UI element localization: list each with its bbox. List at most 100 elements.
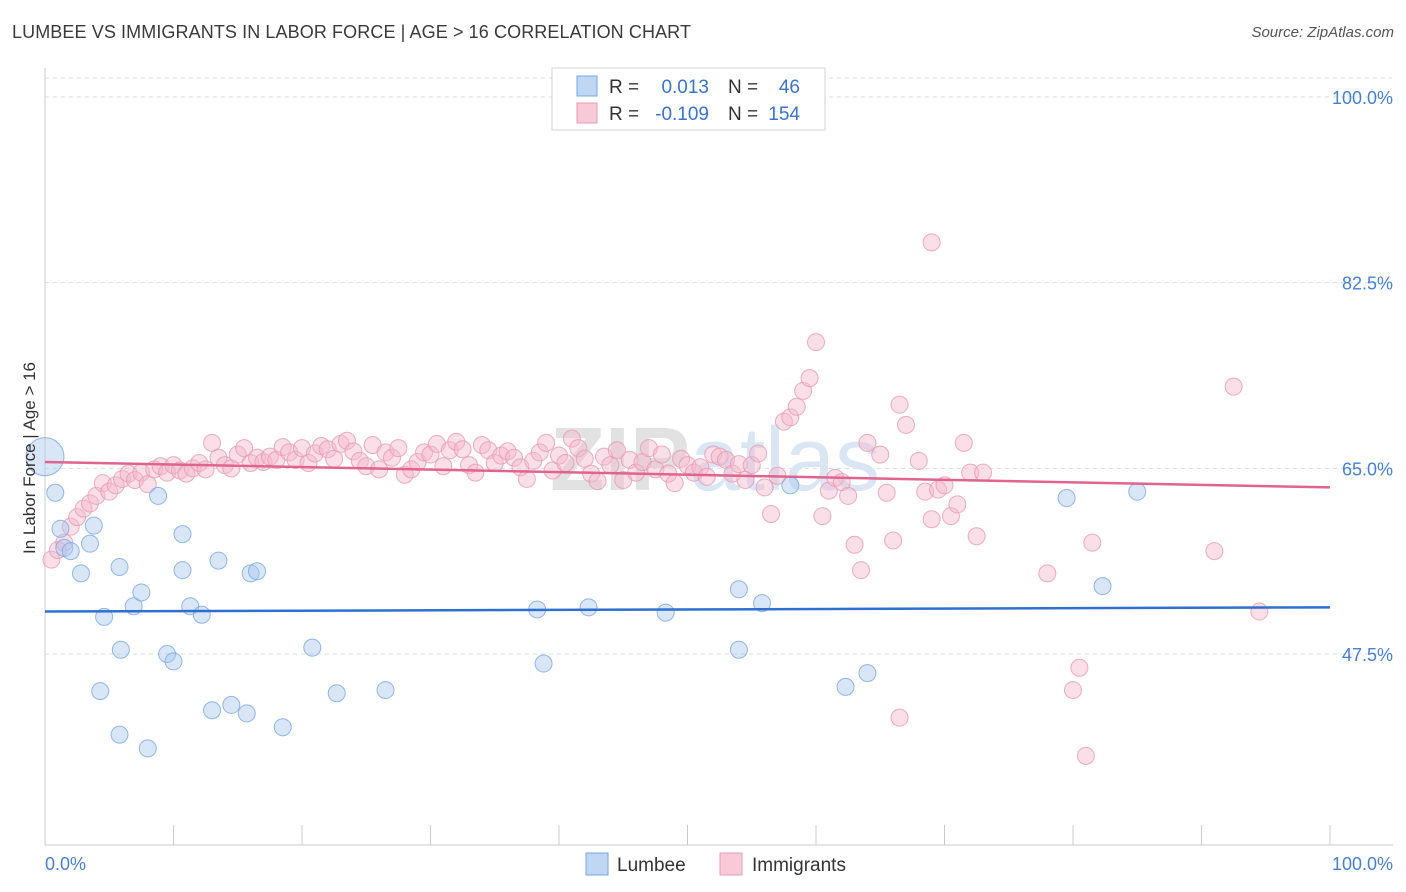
immigrants-point-102 <box>697 467 716 486</box>
immigrants-point-107 <box>729 455 748 474</box>
legend-swatch-immigrants <box>576 102 598 124</box>
immigrants-point-23 <box>190 454 209 473</box>
bottom-legend-label-immigrants: Immigrants <box>752 855 846 876</box>
immigrants-point-129 <box>877 483 896 502</box>
immigrants-point-138 <box>941 507 960 526</box>
immigrants-point-1 <box>48 541 67 560</box>
immigrants-point-118 <box>800 369 819 388</box>
immigrants-point-71 <box>498 442 517 461</box>
bottom-legend-label-lumbee: Lumbee <box>617 855 686 876</box>
immigrants-point-58 <box>415 443 434 462</box>
immigrants-point-63 <box>447 432 466 451</box>
immigrants-point-148 <box>922 233 941 252</box>
lumbee-point-34 <box>729 580 748 599</box>
lumbee-point-45 <box>138 739 157 758</box>
immigrants-point-125 <box>845 535 864 554</box>
legend-n-value-0: 46 <box>779 77 800 98</box>
legend-n-label-0: N = <box>728 77 758 98</box>
lumbee-point-44 <box>110 725 129 744</box>
lumbee-point-26 <box>273 718 292 737</box>
immigrants-point-77 <box>537 433 556 452</box>
lumbee-point-17 <box>173 525 192 544</box>
axes <box>44 68 1393 846</box>
lumbee-point-38 <box>836 677 855 696</box>
source-label: Source: ZipAtlas.com <box>1251 24 1394 41</box>
lumbee-point-28 <box>327 684 346 703</box>
immigrants-point-144 <box>1038 564 1057 583</box>
lumbee-point-12 <box>132 583 151 602</box>
lumbee-point-5 <box>71 564 90 583</box>
immigrants-point-112 <box>762 504 781 523</box>
lumbee-point-19 <box>192 605 211 624</box>
lumbee-point-25 <box>248 562 267 581</box>
lumbee-point-29 <box>376 681 395 700</box>
immigrants-point-74 <box>517 469 536 488</box>
lumbee-point-42 <box>1128 482 1147 501</box>
immigrants-point-151 <box>1250 602 1269 621</box>
x-tick-labels: 0.0% 100.0% <box>45 854 1393 874</box>
y-tick-label-2: 82.5% <box>1342 274 1393 294</box>
lumbee-point-39 <box>858 664 877 683</box>
immigrants-point-149 <box>1224 377 1243 396</box>
lumbee-point-36 <box>753 594 772 613</box>
immigrants-point-30 <box>235 439 254 458</box>
lumbee-point-14 <box>158 645 177 663</box>
immigrants-point-15 <box>138 475 157 494</box>
immigrants-point-145 <box>1070 658 1089 677</box>
lumbee-point-27 <box>303 638 322 657</box>
lumbee-point-10 <box>111 640 130 659</box>
lumbee-point-31 <box>534 654 553 673</box>
immigrants-point-83 <box>575 449 594 468</box>
immigrants-point-150 <box>1205 542 1224 561</box>
y-tick-labels: 47.5% 65.0% 82.5% 100.0% <box>1332 88 1393 665</box>
immigrants-point-140 <box>954 433 973 452</box>
immigrants-point-152 <box>890 708 909 727</box>
legend-r-label-1: R = <box>609 104 639 125</box>
watermark: ZIPatlas <box>550 410 880 510</box>
immigrants-point-59 <box>421 445 440 464</box>
immigrants-point-79 <box>550 446 568 465</box>
immigrants-point-146 <box>1076 746 1095 765</box>
lumbee-point-33 <box>656 603 675 622</box>
immigrants-point-80 <box>556 454 575 473</box>
chart-title: LUMBEE VS IMMIGRANTS IN LABOR FORCE | AG… <box>12 22 692 42</box>
immigrants-point-142 <box>967 527 986 546</box>
immigrants-point-88 <box>607 441 626 460</box>
immigrants-point-66 <box>466 463 485 482</box>
bottom-legend-swatch-immigrants <box>719 852 743 876</box>
y-tick-label-1: 65.0% <box>1342 459 1393 479</box>
immigrants-point-61 <box>434 457 453 476</box>
lumbee-point-32 <box>579 598 598 617</box>
immigrants-point-95 <box>652 445 671 464</box>
immigrants-point-153 <box>1064 681 1082 700</box>
lumbee-point-0 <box>25 437 65 477</box>
immigrants-point-131 <box>890 395 909 414</box>
lumbee-point-1 <box>46 483 65 502</box>
immigrants-point-133 <box>909 451 928 470</box>
immigrants-point-135 <box>922 510 941 529</box>
immigrants-point-98 <box>672 449 691 468</box>
immigrants-point-97 <box>665 474 684 493</box>
lumbee-point-43 <box>91 682 110 701</box>
lumbee-trend-line <box>44 606 1331 613</box>
immigrants-trend-line <box>44 460 1331 489</box>
immigrants-point-128 <box>871 445 890 464</box>
immigrants-point-81 <box>562 429 581 448</box>
lumbee-point-21 <box>209 551 228 570</box>
immigrants-point-109 <box>742 456 761 475</box>
immigrants-point-116 <box>787 397 806 416</box>
immigrants-point-6 <box>80 494 99 513</box>
lumbee-point-22 <box>222 695 241 714</box>
immigrants-point-46 <box>337 431 356 450</box>
immigrants-point-85 <box>588 472 607 491</box>
immigrants-point-143 <box>974 463 993 482</box>
legend-r-value-1: -0.109 <box>655 104 709 125</box>
lumbee-point-9 <box>110 558 129 577</box>
lumbee-point-37 <box>781 476 800 495</box>
immigrants-point-10 <box>106 476 125 495</box>
lumbee-point-6 <box>80 534 99 553</box>
immigrants-point-25 <box>203 433 222 452</box>
y-axis-title: In Labor Force | Age > 16 <box>20 362 39 554</box>
immigrants-point-110 <box>749 444 768 463</box>
